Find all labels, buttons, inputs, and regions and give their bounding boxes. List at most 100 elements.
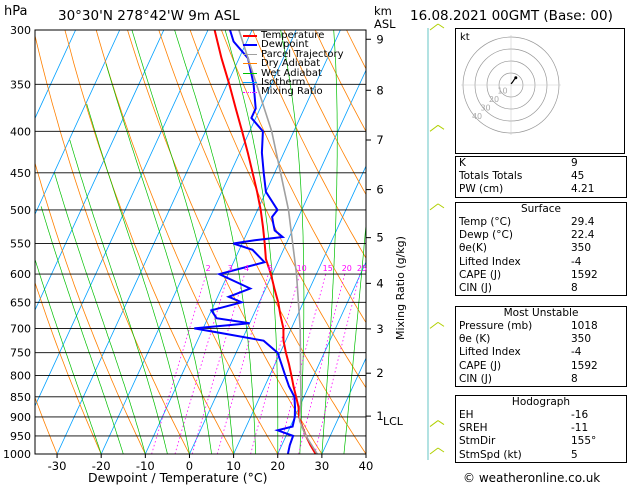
wet-adiabat-line	[69, 139, 168, 454]
wet-adiabat-line	[40, 206, 124, 454]
x-tick-label: -20	[92, 459, 111, 473]
legend-item: Mixing Ratio	[243, 87, 361, 97]
x-tick-label: 10	[226, 459, 241, 473]
isotherm-line	[35, 30, 209, 407]
legend-swatch	[243, 72, 257, 74]
index-row: CIN (J) 8	[456, 282, 626, 295]
location-title: 30°30'N 278°42'W 9m ASL	[58, 8, 240, 24]
surface-title: Surface	[520, 203, 561, 215]
hodograph-index-title: Hodograph	[511, 396, 571, 408]
index-row: Temp (°C) 29.4	[456, 216, 626, 229]
pressure-tick-label: 700	[10, 322, 31, 335]
legend-label: Dewpoint	[261, 39, 309, 51]
index-row: CIN (J) 8	[456, 373, 626, 386]
index-row: Lifted Index -4	[456, 346, 626, 359]
pressure-tick-label: 1000	[3, 448, 31, 461]
index-label: Totals Totals	[459, 170, 523, 183]
index-value: 1592	[571, 359, 598, 372]
index-row: StmSpd (kt) 5	[456, 449, 626, 462]
wind-barb	[429, 124, 439, 132]
pressure-tick-label: 450	[10, 167, 31, 180]
hodograph-storm-motion	[514, 76, 518, 80]
legend-swatch	[243, 91, 257, 93]
km-tick-label: 7	[376, 133, 383, 147]
index-label: CIN (J)	[459, 372, 492, 385]
height-unit-label-2: ASL	[374, 17, 396, 31]
mixing-ratio-line	[216, 273, 269, 454]
wind-barb	[429, 321, 439, 329]
index-label: StmDir	[459, 435, 496, 448]
index-value: -4	[571, 255, 582, 268]
x-tick-label: 40	[359, 459, 374, 473]
index-row: Pressure (mb) 1018	[456, 320, 626, 333]
index-value: 22.4	[571, 229, 595, 242]
x-tick-label: -10	[136, 459, 155, 473]
legend-swatch	[243, 82, 257, 84]
index-value: 1018	[571, 320, 598, 332]
index-row: StmDir 155°	[456, 435, 626, 448]
wet-adiabat-line	[86, 103, 190, 454]
index-value: -11	[571, 422, 589, 435]
plot-frame	[34, 29, 367, 455]
isotherm-line	[321, 357, 366, 454]
index-label: Dewp (°C)	[459, 229, 513, 242]
legend-label: Temperature	[261, 30, 325, 41]
index-row: EH -16	[456, 409, 626, 422]
km-tick-label: 9	[376, 32, 383, 46]
index-row: θe (K) 350	[456, 333, 626, 346]
dry-adiabat-line	[35, 34, 190, 454]
index-value: 5	[571, 448, 578, 461]
series-line-2	[238, 30, 319, 454]
pressure-tick-label: 400	[10, 125, 31, 138]
x-tick-label: 0	[186, 459, 193, 473]
legend-swatch	[243, 63, 257, 65]
index-value: 350	[571, 333, 592, 346]
index-value: 45	[571, 170, 585, 183]
isotherm-line	[35, 30, 165, 312]
index-label: Lifted Index	[459, 346, 521, 359]
legend-label: Wet Adiabat	[261, 67, 322, 79]
wind-barbs	[427, 23, 445, 460]
index-label: CAPE (J)	[459, 268, 502, 281]
index-row: Lifted Index -4	[456, 256, 626, 269]
legend-item: Parcel Trajectory	[243, 48, 361, 60]
legend-label: Parcel Trajectory	[261, 48, 344, 60]
pressure-tick-label: 900	[10, 411, 31, 424]
skewt-plot-area	[35, 30, 366, 454]
hodograph-ring-label: 20	[489, 95, 499, 104]
isotherm-line	[56, 30, 253, 454]
mixing-ratio-label: 3	[228, 264, 233, 273]
index-label: SREH	[459, 422, 488, 435]
index-row: θe(K) 350	[456, 242, 626, 255]
credit-text: © weatheronline.co.uk	[463, 471, 601, 485]
mixing-ratio-label: 25	[357, 264, 367, 273]
isotherm-line	[233, 165, 366, 454]
legend-swatch	[243, 44, 257, 47]
mixing-ratio-line	[174, 273, 229, 454]
legend-item: Dewpoint	[243, 39, 361, 51]
index-value: 29.4	[571, 216, 595, 228]
dry-adiabat-line	[252, 30, 366, 259]
mixing-ratio-label: 20	[342, 264, 352, 273]
index-row: Totals Totals 45	[456, 170, 626, 183]
index-label: K	[459, 157, 466, 169]
index-row: PW (cm) 4.21	[456, 183, 626, 196]
lcl-label: LCL	[383, 415, 404, 428]
wind-barb	[429, 447, 439, 455]
hodograph-ring-label: 40	[472, 112, 482, 121]
index-label: CAPE (J)	[459, 359, 502, 372]
isotherm-line	[189, 69, 366, 454]
pressure-tick-label: 800	[10, 369, 31, 382]
wind-barb	[429, 23, 439, 31]
km-tick-label: 5	[376, 231, 383, 245]
isotherm-line	[277, 261, 366, 454]
wind-barb	[429, 420, 439, 427]
km-tick-label: 4	[376, 276, 383, 290]
legend-label: Dry Adiabat	[261, 58, 321, 70]
legend-item: Isotherm	[243, 77, 361, 88]
km-tick-label: 2	[376, 366, 383, 380]
index-value: -16	[571, 409, 589, 421]
pressure-tick-label: 750	[10, 347, 31, 360]
